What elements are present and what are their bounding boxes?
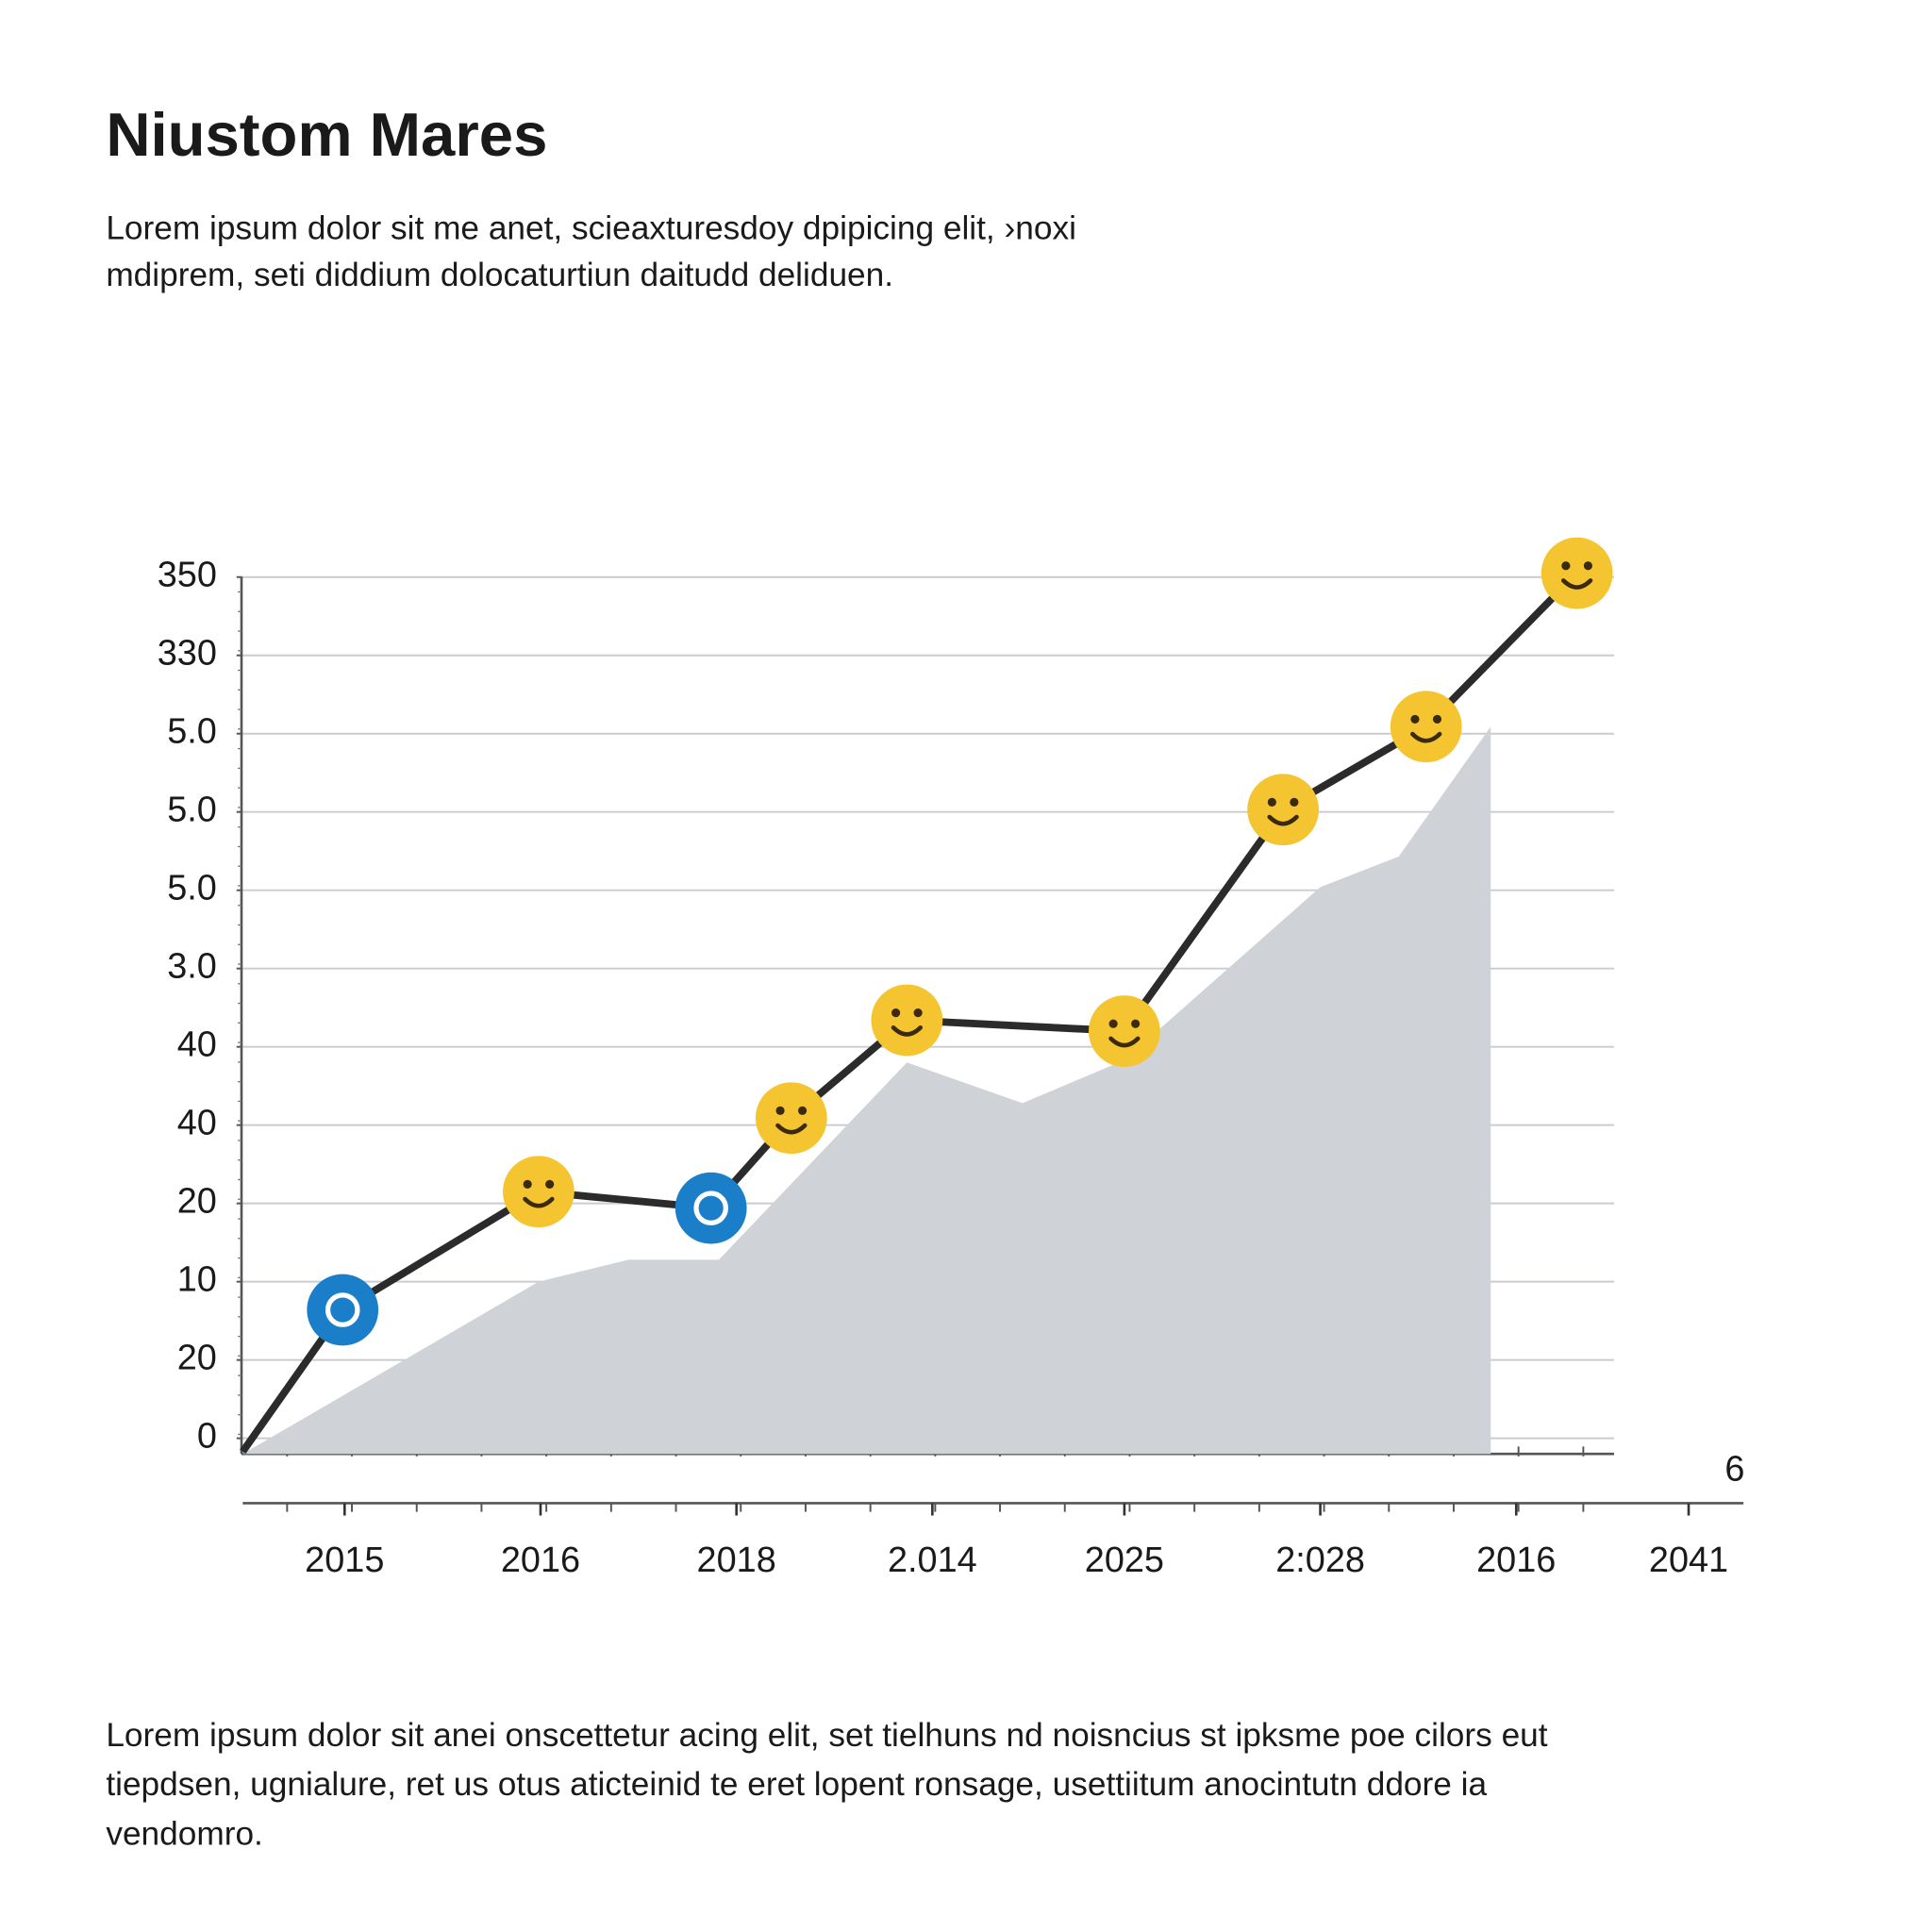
x-tick-label: 2016 xyxy=(501,1541,580,1580)
marker-circle xyxy=(675,1172,747,1244)
x-tick-label: 2016 xyxy=(1476,1541,1556,1580)
y-tick-label: 5.0 xyxy=(167,869,217,908)
marker xyxy=(871,984,943,1057)
y-tick-label: 40 xyxy=(177,1104,217,1143)
y-tick-label: 0 xyxy=(197,1417,217,1457)
annotation: 6 xyxy=(1724,1450,1744,1490)
marker xyxy=(1089,995,1160,1067)
subtitle-line: Lorem ipsum dolor sit me anet, scieaxtur… xyxy=(106,210,1076,247)
marker-eye xyxy=(1561,561,1571,571)
marker xyxy=(1247,774,1319,846)
y-tick-label: 20 xyxy=(177,1182,217,1222)
footer-line: tiepdsen, ugnialure, ret us otus atictei… xyxy=(106,1766,1487,1803)
x-tick-label: 2025 xyxy=(1085,1541,1164,1580)
y-tick-label: 5.0 xyxy=(167,791,217,830)
marker-eye xyxy=(1410,714,1420,724)
y-tick-label: 10 xyxy=(177,1260,217,1300)
marker-mouth xyxy=(891,1025,924,1037)
marker-eye xyxy=(1290,797,1299,807)
x-tick-label: 2:028 xyxy=(1275,1541,1365,1580)
marker-circle xyxy=(1390,691,1462,763)
marker xyxy=(755,1082,827,1155)
x-tick-label: 2.014 xyxy=(888,1541,977,1580)
y-tick-label: 330 xyxy=(158,634,217,674)
x-tick-label: 2015 xyxy=(305,1541,384,1580)
marker-eye xyxy=(1583,561,1592,571)
subtitle-line: mdiprem, seti diddium dolocaturtiun dait… xyxy=(106,257,893,293)
marker-circle xyxy=(307,1274,379,1346)
chart-title: Niustom Mares xyxy=(106,100,547,169)
marker xyxy=(1541,537,1613,609)
marker xyxy=(675,1172,747,1244)
marker-circle xyxy=(1247,774,1319,846)
marker-icon xyxy=(325,1292,360,1327)
marker-eye xyxy=(1267,797,1276,807)
x-tick-label: 2018 xyxy=(697,1541,776,1580)
footer-line: vendomro. xyxy=(106,1815,263,1852)
marker-mouth xyxy=(775,1123,808,1135)
marker-mouth xyxy=(1267,814,1299,826)
y-tick-label: 40 xyxy=(177,1025,217,1065)
marker-eye xyxy=(1131,1019,1141,1028)
line xyxy=(240,570,1580,1454)
marker-eye xyxy=(913,1008,923,1018)
marker-circle xyxy=(1089,995,1160,1067)
marker xyxy=(503,1156,575,1228)
footer-line: Lorem ipsum dolor sit anei onscettetur a… xyxy=(106,1717,1547,1754)
marker-circle xyxy=(755,1082,827,1155)
marker-mouth xyxy=(1560,578,1593,590)
marker-eye xyxy=(798,1106,808,1115)
y-tick-label: 350 xyxy=(158,556,217,595)
marker-circle xyxy=(871,984,943,1057)
marker xyxy=(1390,691,1462,763)
y-tick-label: 5.0 xyxy=(167,712,217,752)
marker-circle xyxy=(503,1156,575,1228)
area xyxy=(242,726,1491,1455)
marker-eye xyxy=(1108,1019,1118,1028)
marker-eye xyxy=(523,1179,532,1189)
marker-mouth xyxy=(523,1196,555,1208)
marker-eye xyxy=(891,1008,901,1018)
marker xyxy=(307,1274,379,1346)
marker-icon xyxy=(693,1191,728,1225)
marker-eye xyxy=(775,1106,785,1115)
marker-eye xyxy=(545,1179,555,1189)
marker-mouth xyxy=(1108,1036,1141,1048)
marker-mouth xyxy=(1410,731,1442,743)
x-tick-label: 2041 xyxy=(1649,1541,1728,1580)
y-tick-label: 3.0 xyxy=(167,947,217,987)
y-tick-label: 20 xyxy=(177,1339,217,1378)
marker-eye xyxy=(1432,714,1442,724)
marker-circle xyxy=(1541,537,1613,609)
